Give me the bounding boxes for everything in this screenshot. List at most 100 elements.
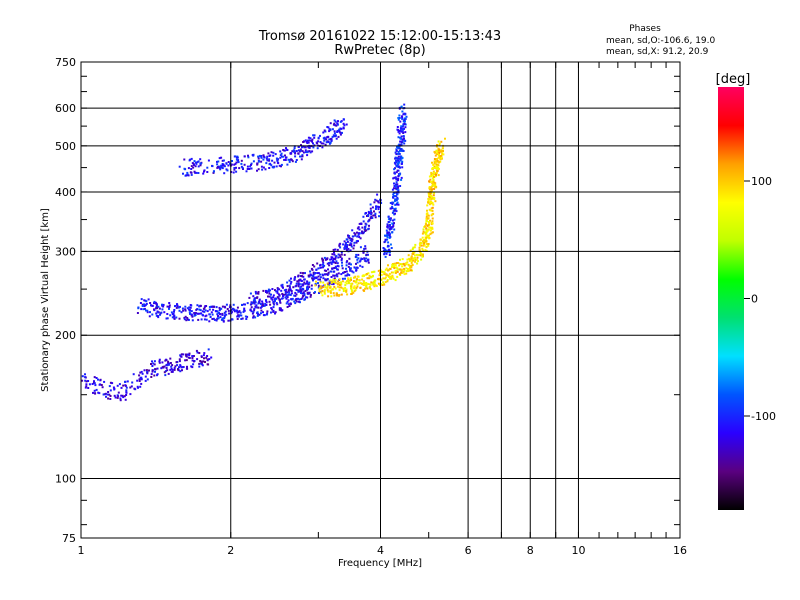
data-point [288, 293, 291, 296]
data-point [428, 203, 431, 206]
data-point [260, 312, 262, 315]
data-point [320, 287, 323, 290]
data-point [277, 297, 280, 300]
data-point [294, 152, 297, 155]
data-point [246, 165, 249, 168]
data-point [84, 376, 87, 379]
data-point [297, 289, 300, 292]
data-point [350, 287, 352, 290]
data-point [347, 265, 350, 268]
data-point [99, 379, 102, 382]
data-point [421, 247, 424, 250]
data-point [173, 310, 175, 313]
data-point [139, 385, 142, 388]
data-point [384, 281, 387, 284]
data-point [356, 227, 359, 230]
data-point [268, 155, 271, 157]
data-point [362, 215, 365, 218]
data-point [364, 245, 367, 248]
data-point [317, 282, 319, 285]
data-point [336, 131, 339, 133]
data-point [363, 258, 366, 261]
data-point [341, 277, 344, 280]
data-point [94, 384, 97, 387]
data-point [331, 261, 334, 264]
data-point [369, 207, 372, 210]
data-point [370, 210, 372, 213]
data-point [270, 311, 272, 314]
data-point [314, 276, 317, 279]
data-point [355, 253, 358, 256]
data-point [297, 149, 300, 152]
data-point [276, 161, 279, 164]
data-point [436, 170, 439, 173]
data-point [334, 265, 337, 268]
data-point [398, 161, 401, 164]
data-point [431, 177, 434, 180]
data-point [355, 240, 358, 243]
data-point [182, 353, 185, 356]
data-point [105, 395, 107, 398]
data-point [274, 299, 276, 301]
data-point [355, 279, 358, 282]
data-point [220, 156, 223, 159]
data-point [368, 274, 371, 277]
data-point [398, 157, 401, 160]
data-point [401, 160, 404, 163]
data-point [272, 154, 275, 157]
data-point [366, 282, 369, 285]
data-point [323, 273, 326, 276]
data-point [397, 186, 400, 189]
data-point [347, 277, 350, 280]
data-point [437, 140, 440, 143]
data-point [101, 386, 104, 389]
data-point [223, 165, 226, 168]
data-point [195, 161, 197, 164]
data-point [308, 146, 311, 149]
data-point [427, 197, 430, 200]
data-point [271, 298, 274, 301]
data-point [336, 123, 339, 126]
data-point [143, 299, 146, 302]
data-point [145, 302, 148, 305]
data-point [112, 386, 115, 389]
data-point [256, 296, 258, 299]
data-point [234, 162, 237, 165]
data-point [153, 374, 156, 377]
data-point [297, 300, 300, 303]
data-point [391, 276, 394, 278]
data-point [333, 251, 335, 254]
data-point [291, 150, 294, 153]
data-point [437, 149, 440, 152]
data-point [173, 367, 176, 370]
data-point [419, 243, 421, 246]
data-point [367, 253, 369, 256]
data-point [280, 284, 283, 287]
data-point [334, 262, 337, 264]
data-point [294, 291, 297, 294]
data-point [280, 297, 283, 300]
data-point [191, 162, 194, 165]
data-point [233, 163, 236, 166]
data-point [208, 308, 211, 311]
data-point [401, 149, 404, 152]
data-point [300, 285, 303, 288]
data-point [431, 217, 434, 220]
data-point [198, 362, 201, 365]
data-point [345, 267, 347, 270]
data-point [254, 305, 257, 308]
data-point [230, 312, 233, 315]
data-point [440, 140, 443, 143]
data-point [155, 307, 157, 310]
data-point [191, 355, 194, 358]
data-point [328, 282, 331, 285]
data-point [433, 161, 436, 164]
data-point [280, 165, 282, 168]
data-point [399, 166, 401, 169]
data-point [236, 306, 239, 309]
data-point [268, 159, 271, 162]
data-point [286, 281, 289, 284]
data-point [301, 146, 303, 149]
data-point [284, 156, 287, 159]
data-point [138, 374, 141, 377]
